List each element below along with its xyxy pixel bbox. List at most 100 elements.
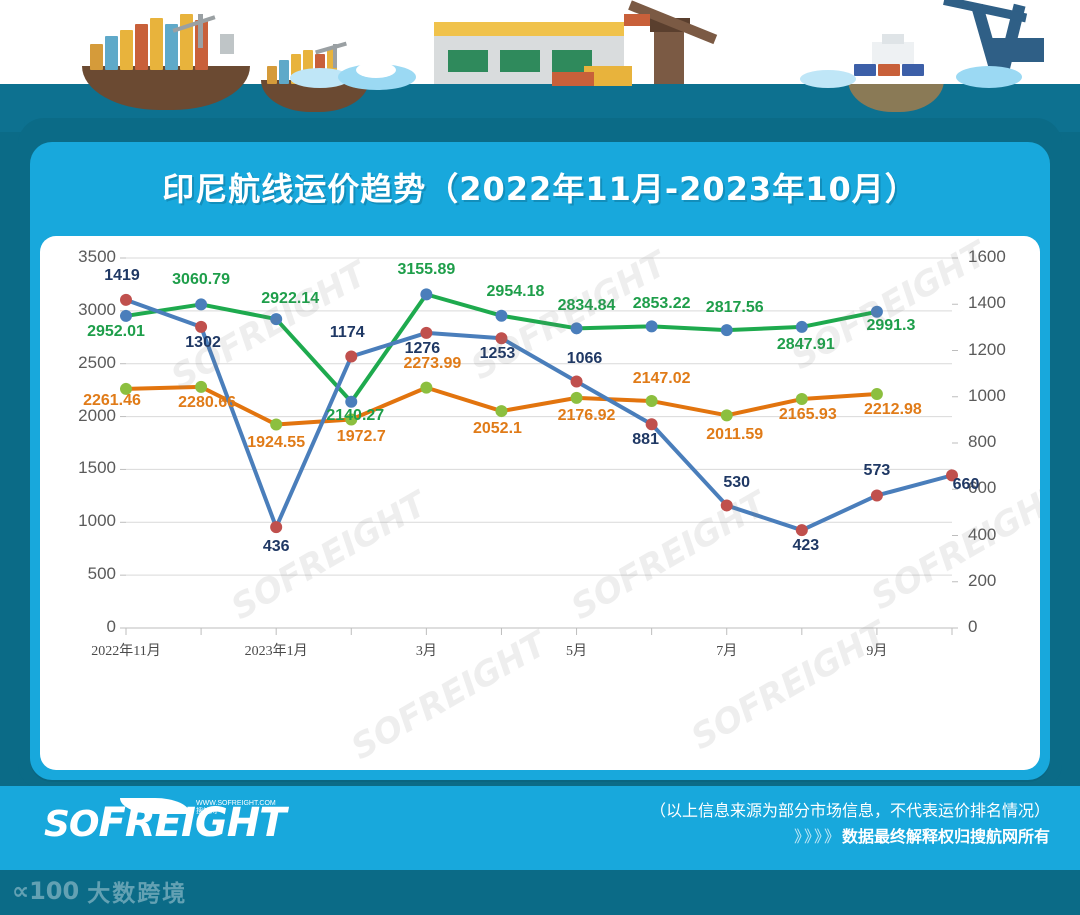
data-point-marker xyxy=(270,418,283,431)
series-line xyxy=(124,297,954,533)
data-point-label: 2140.27 xyxy=(326,406,385,424)
data-point-label: 1924.55 xyxy=(247,433,306,451)
data-point-marker xyxy=(720,409,733,422)
data-point-label: 2052.1 xyxy=(472,420,522,438)
arrow-glyphs: 》》》》 xyxy=(793,827,842,846)
disclaimer: （以上信息来源为部分市场信息，不代表运价排名情况） 》》》》数据最终解释权归搜航… xyxy=(650,798,1050,850)
data-point-label: 423 xyxy=(792,537,820,555)
data-point-label: 1066 xyxy=(566,350,603,368)
y-axis-right-tick: 1000 xyxy=(968,385,1006,405)
data-point-marker xyxy=(495,332,508,345)
disclaimer-line-1: （以上信息来源为部分市场信息，不代表运价排名情况） xyxy=(649,801,1050,820)
disclaimer-line-2: 》》》》数据最终解释权归搜航网所有 xyxy=(650,824,1050,850)
container-ship-large xyxy=(72,10,252,110)
data-point-label: 436 xyxy=(262,538,290,556)
x-axis-tick-label: 9月 xyxy=(866,644,888,659)
data-point-label: 2991.3 xyxy=(866,316,916,334)
logo-subtext: WWW.SOFREIGHT.COM 搜航网 xyxy=(196,800,276,816)
data-point-marker xyxy=(570,322,583,335)
y-axis-left-tick: 1500 xyxy=(78,458,116,478)
y-axis-left-tick: 0 xyxy=(106,617,116,636)
y-axis-right-tick: 1600 xyxy=(968,247,1006,266)
data-point-marker xyxy=(870,305,883,318)
data-point-label: 2817.56 xyxy=(705,299,764,317)
y-axis-left-tick: 2000 xyxy=(78,405,116,425)
data-point-marker xyxy=(870,489,883,502)
watermark-mark-icon: ∝100 xyxy=(12,877,80,905)
page-title: 印尼航线运价趋势（2022年11月-2023年10月） xyxy=(162,170,918,208)
data-point-label: 1253 xyxy=(479,345,516,363)
data-point-label: 2952.01 xyxy=(87,322,145,340)
data-point-marker xyxy=(645,395,658,408)
y-axis-right-tick: 400 xyxy=(968,524,997,544)
warehouse xyxy=(434,22,632,86)
data-point-marker xyxy=(195,320,208,333)
dock-crane-brown xyxy=(616,0,726,84)
data-point-marker xyxy=(495,309,508,322)
y-axis-right-tick: 0 xyxy=(968,617,978,636)
data-point-marker xyxy=(795,524,808,537)
data-point-marker xyxy=(270,313,283,326)
data-point-label: 2954.18 xyxy=(486,282,545,300)
data-point-marker xyxy=(420,381,433,394)
y-axis-left-tick: 1000 xyxy=(78,511,116,531)
logo-url: WWW.SOFREIGHT.COM xyxy=(196,800,276,807)
y-axis-left-tick: 500 xyxy=(87,564,116,584)
dock-crane-blue xyxy=(930,0,1050,85)
header-illustration xyxy=(0,0,1080,132)
x-axis-tick-label: 2023年1月 xyxy=(244,644,308,659)
y-axis-right-tick: 200 xyxy=(968,570,997,590)
data-point-label: 2261.46 xyxy=(83,391,141,409)
data-point-marker xyxy=(795,320,808,333)
data-point-label: 3155.89 xyxy=(397,261,456,279)
data-point-marker xyxy=(195,380,208,393)
data-point-marker xyxy=(795,393,808,406)
data-point-label: 1174 xyxy=(329,323,365,341)
data-point-marker xyxy=(120,293,132,306)
data-point-label: 2853.22 xyxy=(632,295,691,313)
data-point-label: 2273.99 xyxy=(403,354,462,372)
x-axis-tick-label: 3月 xyxy=(415,644,437,659)
footer-bar: SOFREIGHT WWW.SOFREIGHT.COM 搜航网 （以上信息来源为… xyxy=(0,786,1080,870)
data-point-marker xyxy=(420,288,433,301)
data-point-marker xyxy=(420,326,433,339)
data-point-label: 3060.79 xyxy=(172,271,230,289)
data-point-marker xyxy=(345,413,358,426)
data-point-label: 2847.91 xyxy=(776,335,835,353)
logo-so: SO xyxy=(44,804,100,845)
disclaimer-line-2-text: 数据最终解释权归搜航网所有 xyxy=(841,827,1050,846)
logo-cn-name: 搜航网 xyxy=(196,808,217,815)
wave-1 xyxy=(290,68,350,88)
data-point-label: 881 xyxy=(632,431,659,449)
data-point-marker xyxy=(120,382,132,395)
line-chart: 0 500 1000 1500 2000 2500 3000 3500 0 200 400 600 80… xyxy=(40,236,1040,770)
data-point-marker xyxy=(270,521,283,534)
y-axis-right-tick: 1200 xyxy=(968,339,1006,359)
chart-panel: 0 500 1000 1500 2000 2500 3000 3500 0 200 400 600 80… xyxy=(40,236,1040,770)
chart-svg xyxy=(120,257,958,635)
y-axis-right-tick: 600 xyxy=(968,478,997,498)
data-point-label: 530 xyxy=(723,474,751,492)
data-point-label: 660 xyxy=(952,476,980,494)
data-point-marker xyxy=(720,324,733,337)
x-axis-tick-label: 5月 xyxy=(566,644,588,659)
data-point-marker xyxy=(570,391,583,404)
data-point-label: 2011.59 xyxy=(706,426,764,444)
data-point-label: 1972.7 xyxy=(336,428,386,446)
bottom-bar xyxy=(0,870,1080,915)
data-point-marker xyxy=(345,395,358,408)
data-point-marker xyxy=(946,469,958,482)
data-point-label: 2176.92 xyxy=(557,406,616,424)
data-point-marker xyxy=(120,309,132,322)
data-point-marker xyxy=(495,405,508,418)
data-point-label: 2280.66 xyxy=(178,393,236,411)
data-point-label: 573 xyxy=(863,462,891,480)
watermark-label: 大数跨境 xyxy=(87,881,188,907)
y-axis-left-tick: 3500 xyxy=(78,247,116,266)
data-point-label: 2165.93 xyxy=(778,406,837,424)
data-point-label: 1276 xyxy=(404,339,441,357)
x-axis-tick-label: 2022年11月 xyxy=(91,644,161,659)
y-axis-left-tick: 2500 xyxy=(78,352,116,372)
x-axis-tick-label: 7月 xyxy=(716,644,738,659)
wave-5 xyxy=(956,66,1022,88)
